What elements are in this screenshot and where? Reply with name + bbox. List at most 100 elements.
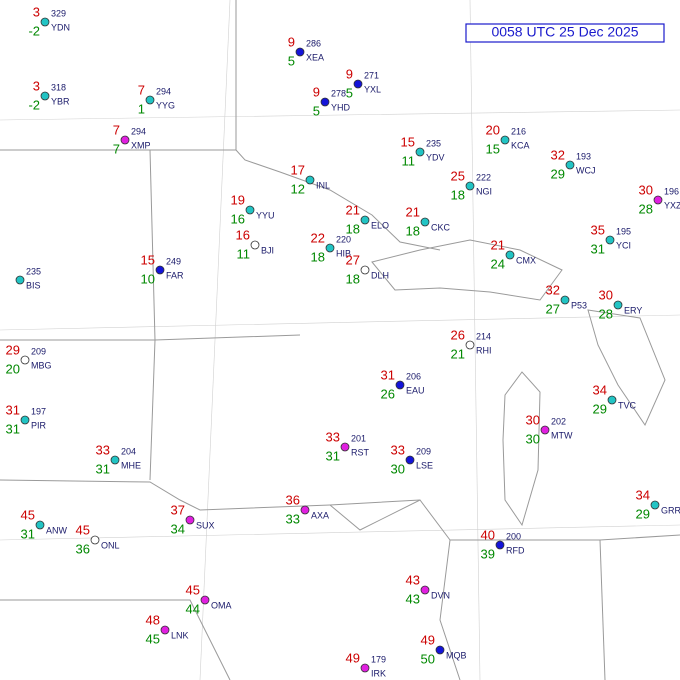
station-id: YHD: [331, 102, 351, 112]
station-id: IRK: [371, 668, 386, 678]
dewpoint: 36: [76, 541, 90, 556]
station-symbol: [653, 195, 663, 205]
station-id: ONL: [101, 540, 120, 550]
station: 7 7 294 XMP: [113, 122, 151, 156]
station-symbol: [120, 135, 130, 145]
station-id: CMX: [516, 255, 536, 265]
pressure: 179: [371, 654, 386, 664]
dewpoint: 50: [421, 651, 435, 666]
pressure: 235: [426, 138, 441, 148]
station: 35 31 195 YCI: [591, 222, 632, 256]
dewpoint: -2: [28, 23, 40, 38]
station: 27 18 DLH: [346, 252, 389, 286]
dewpoint: 30: [526, 431, 540, 446]
state-line: [329, 499, 461, 680]
station-id: YXL: [364, 84, 381, 94]
temperature: 9: [346, 66, 353, 81]
dewpoint: 31: [21, 526, 35, 541]
station-symbol: [560, 295, 570, 305]
station-symbol: [90, 535, 100, 545]
pressure: 201: [351, 433, 366, 443]
dewpoint: 33: [286, 511, 300, 526]
station-id: LSE: [416, 460, 433, 470]
station-id: EAU: [406, 385, 425, 395]
station: 235 BIS: [15, 266, 41, 290]
station: 45 36 ONL: [76, 522, 120, 556]
temperature: 43: [406, 572, 420, 587]
station-symbol: [420, 217, 430, 227]
station-symbol: [340, 442, 350, 452]
station: 34 29 GRR: [636, 487, 680, 521]
station-id: XMP: [131, 140, 151, 150]
station: 48 45 LNK: [146, 612, 189, 646]
station-id: YXZ: [664, 200, 680, 210]
dewpoint: 5: [288, 53, 295, 68]
pressure: 286: [306, 38, 321, 48]
station-symbol: [420, 585, 430, 595]
station-symbol: [35, 520, 45, 530]
pressure: 202: [551, 416, 566, 426]
temperature: 9: [288, 34, 295, 49]
pressure: 193: [576, 151, 591, 161]
station-id: XEA: [306, 52, 324, 62]
dewpoint: 45: [146, 631, 160, 646]
station-id: RFD: [506, 545, 525, 555]
dewpoint: 7: [113, 141, 120, 156]
station-symbol: [505, 250, 515, 260]
temperature: 34: [593, 382, 607, 397]
station-symbol: [607, 395, 617, 405]
dewpoint: 18: [346, 221, 360, 236]
grid-line: [0, 524, 680, 541]
station-id: YDV: [426, 152, 445, 162]
temperature: 33: [96, 442, 110, 457]
station-id: ELO: [371, 220, 389, 230]
dewpoint: 12: [291, 181, 305, 196]
station-id: YCI: [616, 240, 631, 250]
station: 26 21 214 RHI: [451, 327, 492, 361]
dewpoint: 18: [451, 187, 465, 202]
dewpoint: 15: [486, 141, 500, 156]
station-id: P53: [571, 300, 587, 310]
station-symbol: [605, 235, 615, 245]
temperature: 22: [311, 230, 325, 245]
temperature: 45: [186, 582, 200, 597]
station: 29 20 209 MBG: [6, 342, 52, 376]
station-id: PIR: [31, 420, 47, 430]
station-symbol: [250, 240, 260, 250]
station-id: ERY: [624, 305, 642, 315]
dewpoint: 29: [551, 166, 565, 181]
pressure: 209: [416, 446, 431, 456]
station: 30 30 202 MTW: [526, 412, 573, 446]
station-id: FAR: [166, 270, 184, 280]
temperature: 9: [313, 84, 320, 99]
temperature: 34: [636, 487, 650, 502]
temperature: 45: [76, 522, 90, 537]
station-id: OMA: [211, 600, 232, 610]
station-symbol: [110, 455, 120, 465]
station-symbol: [20, 355, 30, 365]
temperature: 49: [346, 650, 360, 665]
temperature: 3: [33, 78, 40, 93]
station-symbol: [325, 243, 335, 253]
state-line: [0, 479, 421, 511]
temperature: 27: [346, 252, 360, 267]
dewpoint: 29: [636, 506, 650, 521]
temperature: 30: [526, 412, 540, 427]
station: 9 5 271 YXL: [346, 66, 381, 100]
dewpoint: 31: [326, 448, 340, 463]
dewpoint: 28: [599, 306, 613, 321]
station: 16 11 BJI: [236, 227, 274, 261]
dewpoint: 5: [313, 103, 320, 118]
dewpoint: 31: [6, 421, 20, 436]
station: 20 15 216 KCA: [486, 122, 530, 156]
station-symbol: [305, 175, 315, 185]
station-id: YBR: [51, 96, 70, 106]
station-id: GRR: [661, 505, 680, 515]
station-symbol: [435, 645, 445, 655]
temperature: 31: [6, 402, 20, 417]
temperature: 32: [546, 282, 560, 297]
station-id: SUX: [196, 520, 215, 530]
temperature: 37: [171, 502, 185, 517]
